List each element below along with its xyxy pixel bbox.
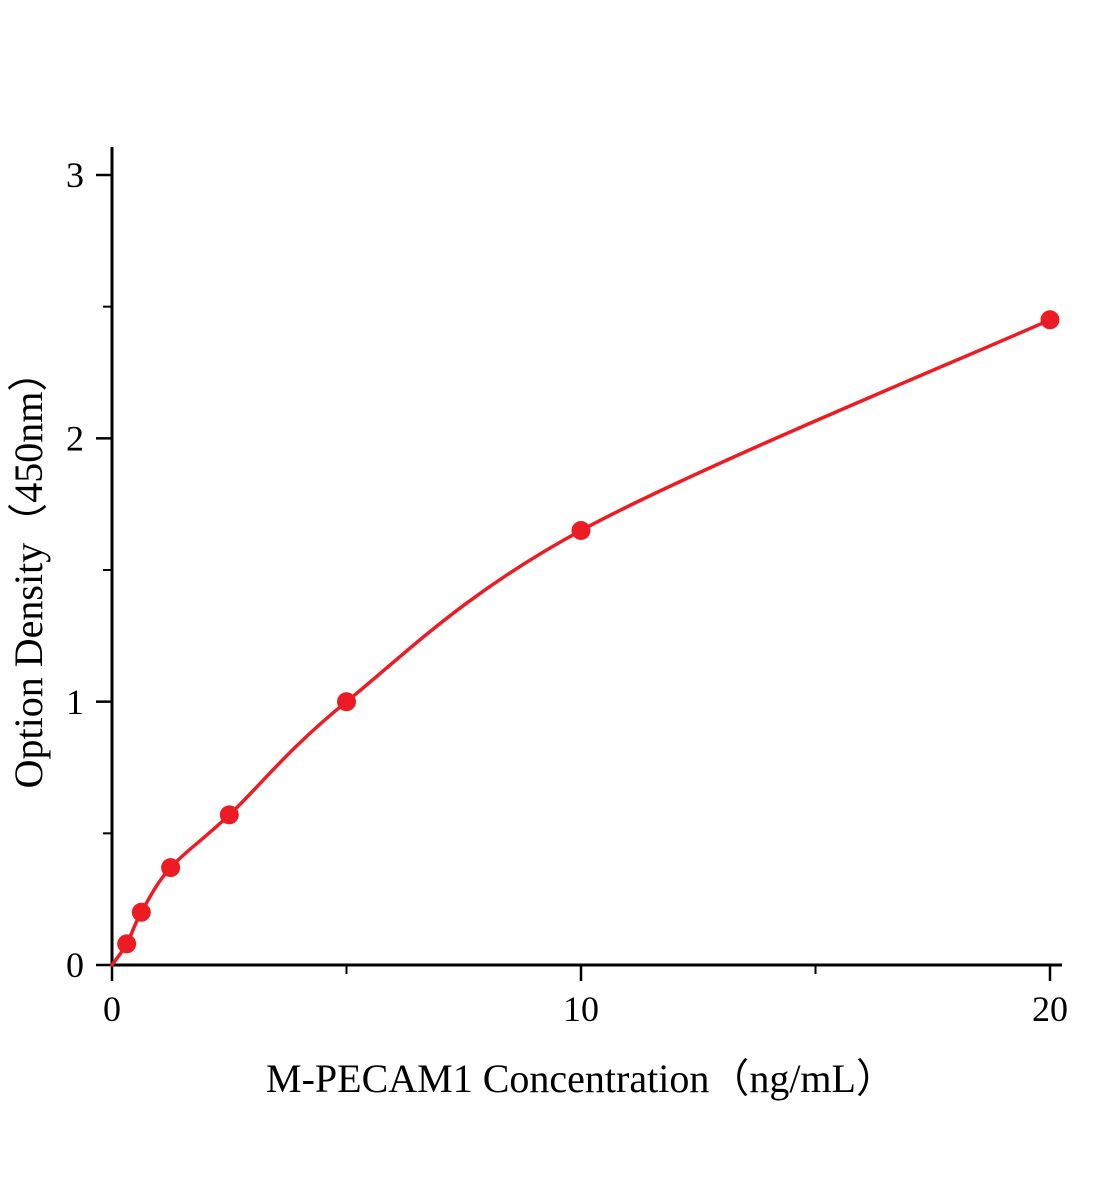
tick-labels: 0 10 20 0 1 2 3 [66, 155, 1068, 1029]
data-point [571, 521, 591, 540]
y-tick-label: 0 [66, 945, 84, 985]
y-tick-label: 1 [66, 682, 84, 722]
data-points [117, 310, 1060, 954]
x-tick-label: 20 [1032, 989, 1068, 1029]
data-point [1040, 310, 1060, 330]
y-tick-label: 3 [66, 155, 84, 195]
y-axis-label: Option Density（450nm） [6, 352, 51, 789]
standard-curve-line [110, 318, 1052, 967]
data-point [219, 805, 239, 825]
data-point [117, 934, 137, 954]
data-point [161, 858, 181, 878]
axes [110, 147, 1062, 967]
tick-marks [96, 173, 1052, 981]
x-axis-label: M-PECAM1 Concentration（ng/mL） [266, 1056, 896, 1101]
data-point [337, 692, 356, 712]
x-tick-label: 10 [563, 989, 599, 1029]
x-tick-label: 0 [103, 989, 121, 1029]
y-tick-label: 2 [66, 419, 84, 459]
data-point [131, 902, 151, 922]
